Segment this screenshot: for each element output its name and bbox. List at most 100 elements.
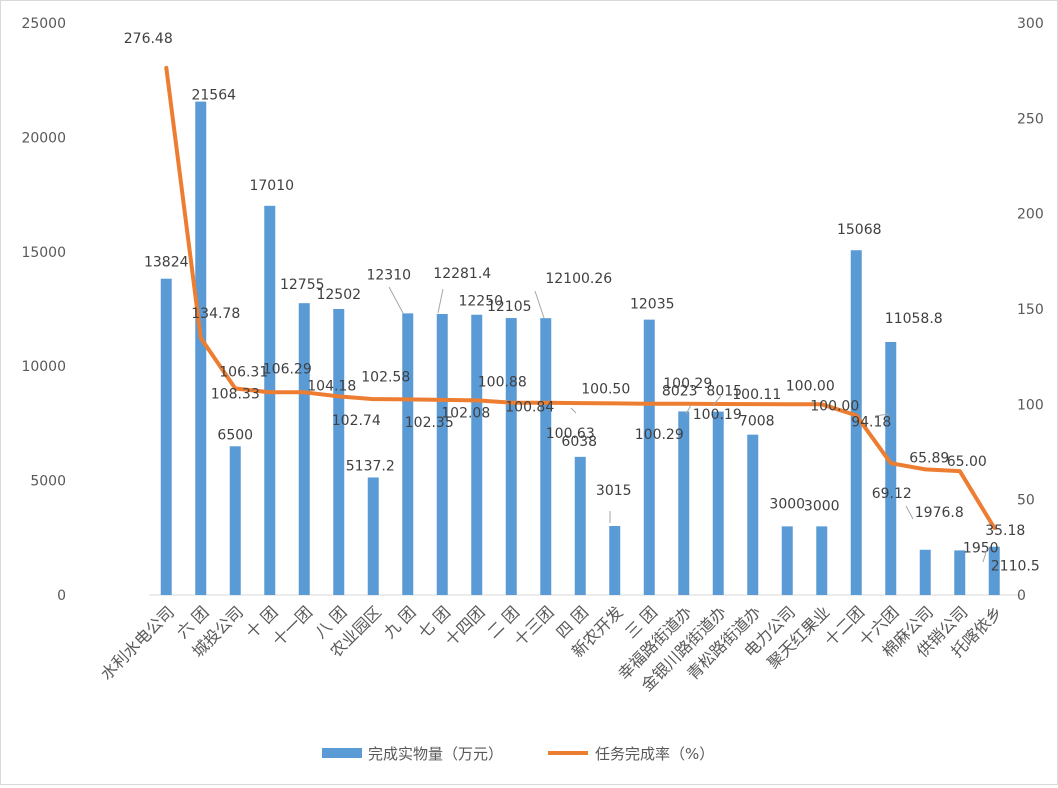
bar-data-label: 8015 <box>706 384 742 400</box>
bar-data-label: 12502 <box>316 287 361 303</box>
line-layer <box>164 65 997 530</box>
bar-data-label: 21564 <box>191 88 236 104</box>
legend-label-line: 任务完成率（%） <box>595 745 714 763</box>
bar-data-label: 8023 <box>662 383 698 399</box>
bar <box>574 456 586 595</box>
label-leader-line <box>685 404 692 415</box>
bar <box>333 308 345 595</box>
bar <box>505 318 517 595</box>
bar-data-label: 12100.26 <box>545 271 612 287</box>
legend-swatch-bar <box>322 748 362 758</box>
y-right-tick-label: 150 <box>1017 302 1044 318</box>
bar-data-label: 5137.2 <box>346 458 395 474</box>
bar-data-label: 12035 <box>630 297 675 313</box>
y-right-tick-label: 100 <box>1017 397 1044 413</box>
label-leader-line <box>712 395 722 406</box>
bar-data-label: 6038 <box>561 434 597 450</box>
bar <box>919 549 931 595</box>
line-data-label: 65.89 <box>909 450 949 466</box>
bar-data-label: 2110.5 <box>991 559 1040 575</box>
line-data-label: 100.00 <box>810 398 859 414</box>
bar-data-label: 12105 <box>487 299 532 315</box>
bar-data-label: 7008 <box>739 414 775 430</box>
bar <box>988 546 1000 595</box>
line-data-label: 100.50 <box>581 381 630 397</box>
bar-data-label: 12281.4 <box>433 266 491 282</box>
bar <box>747 434 759 595</box>
line-data-label: 106.31 <box>219 364 268 380</box>
axes-layer: 0 5000 10000 15000 20000 25000 0 50 100 150 200 250… <box>21 16 1043 604</box>
bar <box>678 411 690 595</box>
series-line <box>164 65 997 530</box>
line-data-label: 100.00 <box>786 378 835 394</box>
line-data-label: 100.88 <box>478 375 527 391</box>
bar-data-label: 13824 <box>144 255 189 271</box>
line-data-label: 94.18 <box>851 414 891 430</box>
bar-data-label: 11058.8 <box>885 311 943 327</box>
line-data-label: 100.29 <box>635 427 684 443</box>
bar-data-label: 17010 <box>249 178 294 194</box>
y-left-tick-label: 20000 <box>21 130 66 146</box>
y-right-tick-label: 300 <box>1017 16 1044 32</box>
label-leader-line <box>874 413 890 417</box>
category-label: 九 团 <box>380 602 420 642</box>
y-left-tick-label: 10000 <box>21 359 66 375</box>
line-data-label: 102.74 <box>332 413 381 429</box>
bar <box>229 446 241 595</box>
line-data-label: 100.19 <box>693 407 742 423</box>
bar-data-label: 3000 <box>769 496 805 512</box>
y-right-tick-label: 50 <box>1017 493 1035 509</box>
bar <box>436 314 448 595</box>
y-right-tick-label: 200 <box>1017 207 1044 223</box>
bar-data-label: 3015 <box>596 483 632 499</box>
bar <box>850 250 862 596</box>
line-data-label: 102.35 <box>405 415 454 431</box>
line-data-label: 276.48 <box>124 31 173 47</box>
label-leader-line <box>570 407 577 414</box>
bar <box>195 101 207 596</box>
bar-data-label: 12755 <box>280 277 325 293</box>
legend-label-bar: 完成实物量（万元） <box>368 745 503 763</box>
bar-data-label: 12310 <box>366 267 411 283</box>
bar <box>264 205 276 595</box>
bar <box>609 526 621 595</box>
line-data-label: 65.00 <box>947 454 987 470</box>
bar <box>298 303 310 595</box>
line-data-label: 100.63 <box>546 426 595 442</box>
line-data-label: 100.11 <box>732 387 781 403</box>
y-left-tick-label: 15000 <box>21 245 66 261</box>
line-data-label: 102.08 <box>441 405 490 421</box>
label-leader-line <box>437 288 444 314</box>
line-data-label: 102.58 <box>361 369 410 385</box>
bar <box>781 526 793 595</box>
category-label: 十四团 <box>441 602 488 649</box>
y-left-tick-label: 0 <box>57 588 66 604</box>
label-leader-line <box>905 505 914 520</box>
line-data-label: 100.29 <box>663 376 712 392</box>
line-data-label: 69.12 <box>872 486 912 502</box>
bar-data-label: 15068 <box>837 222 882 238</box>
bar <box>954 550 966 595</box>
category-label: 十三团 <box>510 602 557 649</box>
label-leader-line <box>982 548 988 563</box>
category-label: 十一团 <box>269 602 316 649</box>
bar <box>816 526 828 595</box>
bar <box>402 313 414 595</box>
bar <box>367 477 379 595</box>
category-label: 水利水电公司 <box>97 602 178 683</box>
bar-data-label: 1950 <box>963 540 999 556</box>
bar <box>160 278 172 595</box>
y-left-tick-label: 25000 <box>21 16 66 32</box>
line-data-label: 35.18 <box>985 523 1025 539</box>
bar-data-label: 3000 <box>804 498 840 514</box>
y-left-tick-label: 5000 <box>30 474 66 490</box>
line-data-label: 106.29 <box>263 361 312 377</box>
bar <box>712 411 724 595</box>
line-data-label: 100.84 <box>505 400 554 416</box>
line-data-label: 104.18 <box>307 378 356 394</box>
bar <box>885 341 897 595</box>
bar <box>643 319 655 595</box>
